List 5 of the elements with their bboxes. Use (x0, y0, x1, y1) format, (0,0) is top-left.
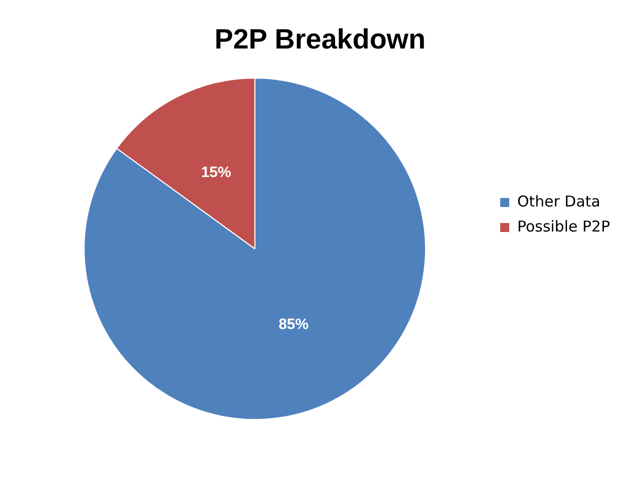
legend-label: Possible P2P (517, 217, 610, 236)
data-label: 15% (201, 164, 232, 181)
chart-title: P2P Breakdown (214, 24, 426, 55)
data-label: 85% (278, 316, 309, 333)
legend-label: Other Data (517, 192, 600, 210)
